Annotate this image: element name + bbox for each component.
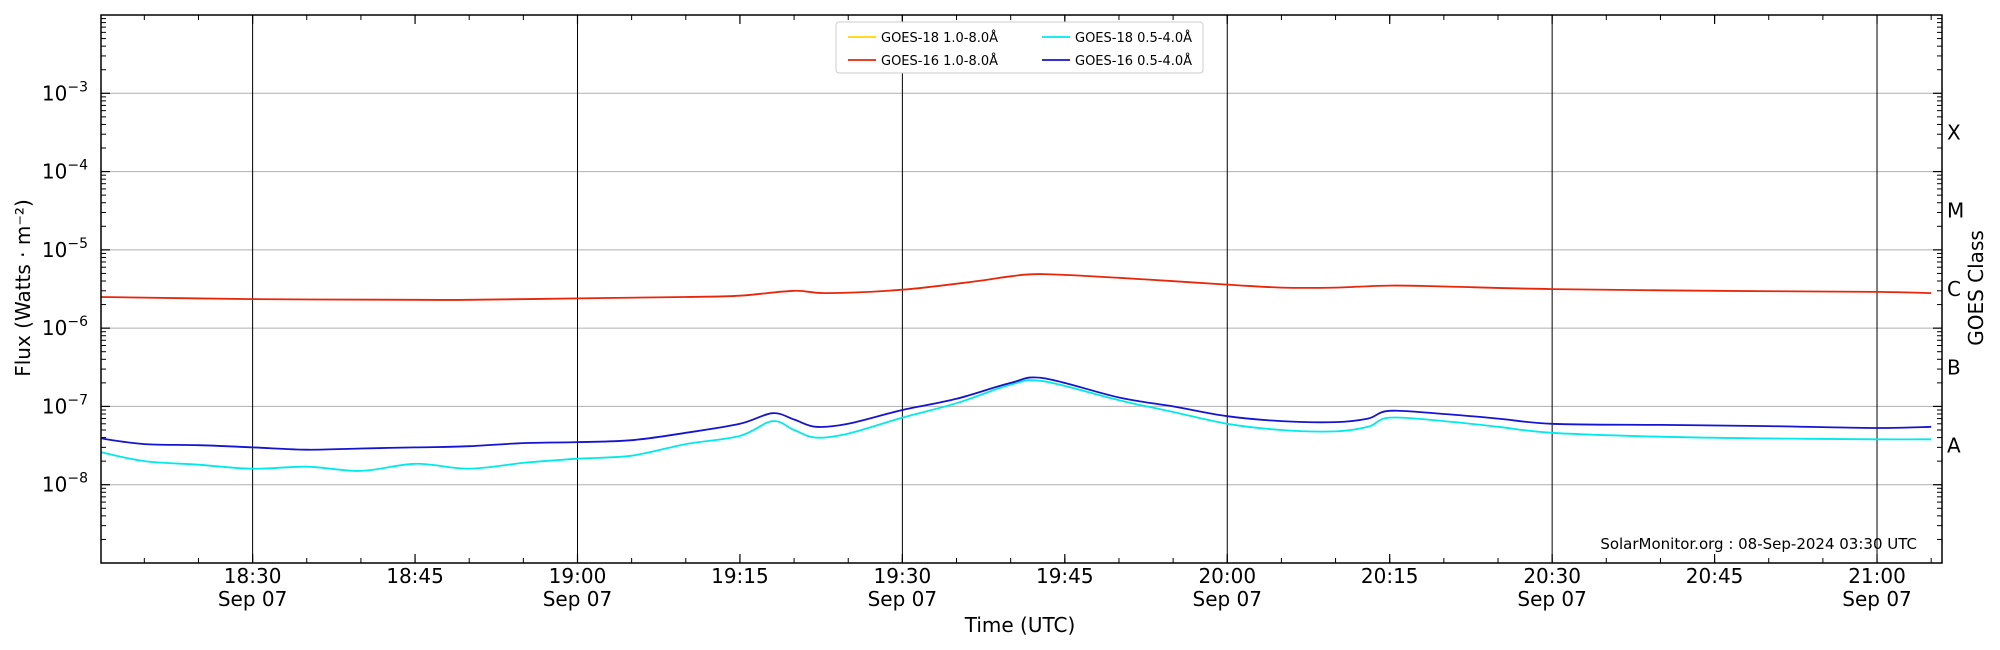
x-tick-date-label: Sep 07 [868,587,938,611]
y-tick-label: 10−5 [42,236,88,262]
y-tick-label-base: 10 [42,160,67,184]
y-tick-label-exponent: −7 [67,392,88,408]
goes-class-label: C [1947,277,1961,301]
y-tick-label-base: 10 [42,394,67,418]
credit-text: SolarMonitor.org : 08-Sep-2024 03:30 UTC [1600,535,1917,553]
y-tick-label: 10−4 [42,158,88,184]
x-tick-label: 20:45 [1686,564,1744,588]
x-tick-label: 19:15 [711,564,769,588]
x-tick-label: 21:00 [1848,564,1906,588]
legend-entry: GOES-16 0.5-4.0Å [1075,53,1192,69]
series-line-3 [100,376,1932,451]
y-tick-label: 10−8 [42,471,88,497]
y-tick-label-exponent: −4 [67,158,88,174]
goes-class-axis-title: GOES Class [1964,230,1988,346]
goes-class-label: A [1947,434,1961,458]
y-tick-label-exponent: −8 [67,471,88,487]
y-tick-label-base: 10 [42,81,67,105]
x-tick-label: 18:30 [224,564,282,588]
grid-layer [101,15,1942,563]
y-tick-label: 10−6 [42,314,88,340]
legend-entry: GOES-18 0.5-4.0Å [1075,30,1192,46]
x-axis-title: Time (UTC) [964,613,1076,637]
y-axis-title: Flux (Watts · m⁻²) [11,199,35,377]
y-tick-label-base: 10 [42,473,67,497]
y-tick-label-base: 10 [42,238,67,262]
legend-entry: GOES-18 1.0-8.0Å [881,30,998,46]
y-tick-label-exponent: −5 [67,236,88,252]
y-tick-label-exponent: −6 [67,314,88,330]
goes-class-label: M [1947,199,1964,223]
x-tick-date-label: Sep 07 [218,587,288,611]
goes-class-label: B [1947,355,1961,379]
legend: GOES-18 1.0-8.0Å GOES-16 1.0-8.0Å GOES-18 … [835,21,1204,74]
y-tick-label: 10−7 [42,392,88,418]
ticks-layer [101,15,1942,563]
x-tick-label: 18:45 [386,564,444,588]
x-tick-date-label: Sep 07 [1842,587,1912,611]
series-line-2 [100,379,1932,472]
x-tick-date-label: Sep 07 [543,587,613,611]
x-tick-label: 19:30 [874,564,932,588]
legend-box [835,21,1204,74]
y-tick-label: 10−3 [42,79,88,105]
x-tick-date-label: Sep 07 [1193,587,1263,611]
y-tick-label-base: 10 [42,316,67,340]
x-tick-label: 20:30 [1523,564,1581,588]
x-tick-label: 19:45 [1036,564,1094,588]
x-tick-label: 20:15 [1361,564,1419,588]
y-tick-label-exponent: −3 [67,79,88,95]
x-tick-label: 19:00 [549,564,607,588]
series-layer [100,273,1932,472]
plot-frame [100,14,1943,564]
goes-class-label: X [1947,120,1961,144]
x-tick-date-label: Sep 07 [1517,587,1587,611]
series-line-1 [100,273,1932,301]
x-tick-label: 20:00 [1198,564,1256,588]
legend-entry: GOES-16 1.0-8.0Å [881,53,998,69]
